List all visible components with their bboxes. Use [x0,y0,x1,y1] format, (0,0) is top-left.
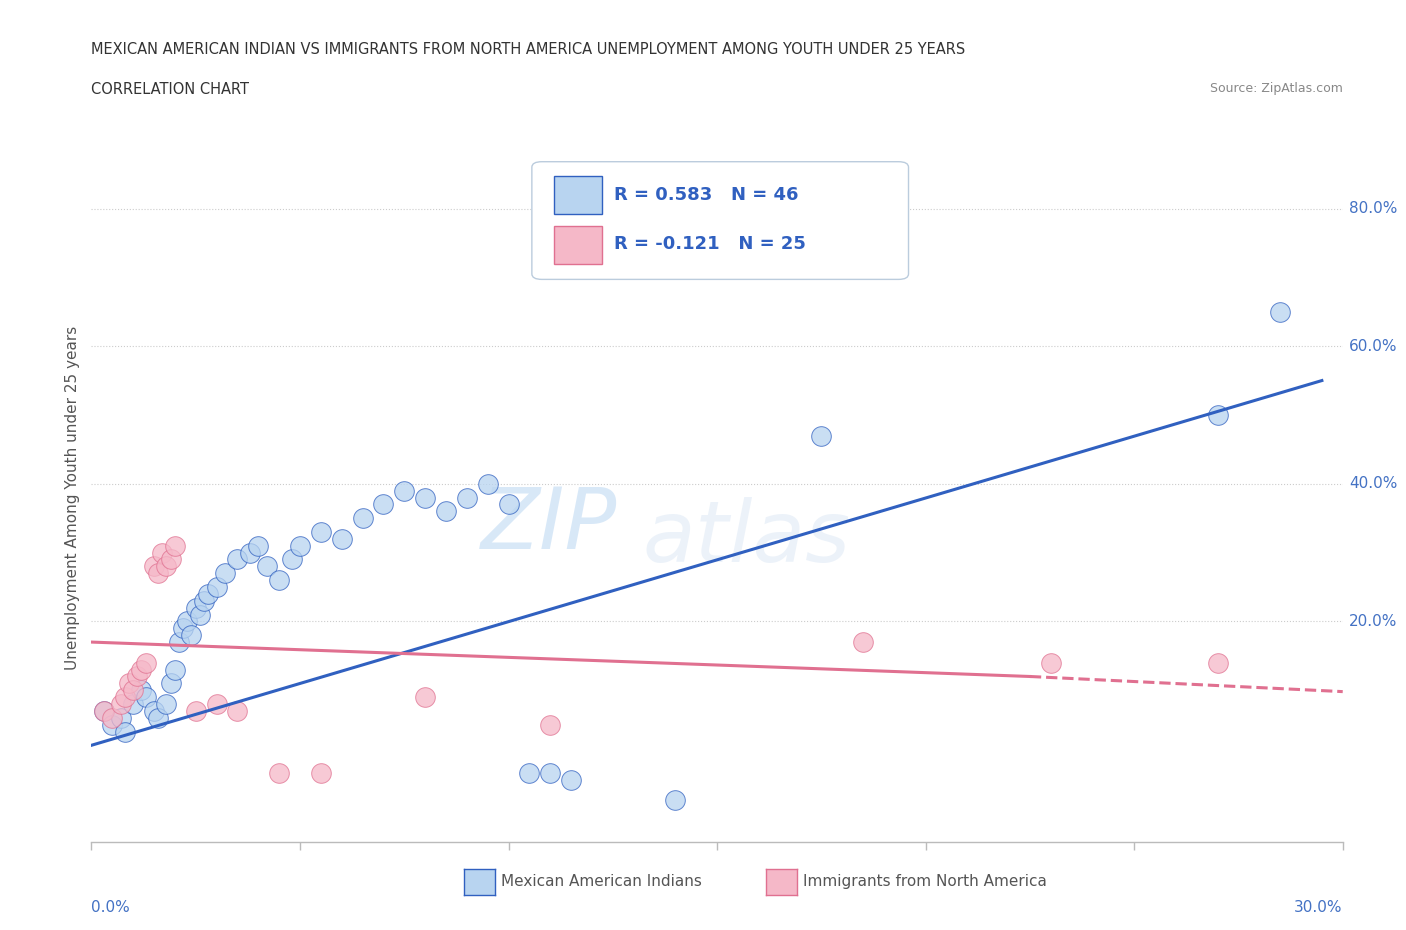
Point [114,690,136,705]
Point [197,587,219,602]
Point [664,793,686,808]
Text: Immigrants from North America: Immigrants from North America [803,874,1046,889]
Point [118,676,141,691]
Point [519,765,541,780]
Point [184,703,207,718]
Point [560,772,582,787]
Point [226,552,249,567]
Text: CORRELATION CHART: CORRELATION CHART [91,82,249,97]
Point [538,717,561,732]
Point [214,565,236,580]
Point [852,634,875,649]
Point [188,607,211,622]
Point [159,552,181,567]
Text: ZIP: ZIP [481,484,617,566]
Point [1270,304,1292,319]
Y-axis label: Unemployment Among Youth under 25 years: Unemployment Among Youth under 25 years [65,326,80,670]
Point [267,765,291,780]
Text: R = -0.121   N = 25: R = -0.121 N = 25 [614,235,806,253]
Text: 80.0%: 80.0% [1348,201,1398,216]
Point [143,559,166,574]
Point [135,656,157,671]
Point [101,711,124,725]
Point [1206,656,1229,671]
Point [167,634,190,649]
Point [114,724,136,739]
Point [256,559,278,574]
Point [93,703,115,718]
Point [163,662,186,677]
Point [110,697,132,711]
Point [172,621,194,636]
FancyBboxPatch shape [531,162,908,279]
Text: 60.0%: 60.0% [1348,339,1398,353]
Point [131,683,153,698]
Point [288,538,311,553]
Point [122,697,145,711]
Point [413,690,436,705]
Text: 20.0%: 20.0% [1348,614,1398,629]
Point [150,545,173,560]
Bar [554,176,602,214]
Text: Source: ZipAtlas.com: Source: ZipAtlas.com [1209,82,1343,95]
Text: 30.0%: 30.0% [1295,900,1343,915]
Text: R = 0.583   N = 46: R = 0.583 N = 46 [614,186,799,204]
Text: MEXICAN AMERICAN INDIAN VS IMMIGRANTS FROM NORTH AMERICA UNEMPLOYMENT AMONG YOUT: MEXICAN AMERICAN INDIAN VS IMMIGRANTS FR… [91,42,966,57]
Text: atlas: atlas [643,498,851,580]
Point [122,683,145,698]
Point [155,697,177,711]
Point [309,765,332,780]
Point [155,559,177,574]
Point [184,600,207,615]
Point [146,711,169,725]
Point [163,538,186,553]
Point [247,538,270,553]
Text: 40.0%: 40.0% [1348,476,1398,491]
Point [239,545,262,560]
Point [146,565,169,580]
Point [280,552,302,567]
Point [498,497,520,512]
Text: 0.0%: 0.0% [91,900,131,915]
Point [392,484,416,498]
Point [267,573,291,588]
Point [434,504,457,519]
Point [180,628,202,643]
Point [205,697,228,711]
Point [205,579,228,594]
Point [127,669,149,684]
Point [456,490,478,505]
Point [93,703,115,718]
Point [1206,407,1229,422]
Point [110,711,132,725]
Point [1039,656,1062,671]
Point [101,717,124,732]
Point [352,511,374,525]
Point [193,593,215,608]
Point [330,531,353,546]
Point [309,525,332,539]
Point [135,690,157,705]
Point [810,428,832,443]
Point [159,676,181,691]
Point [477,476,499,491]
Bar [554,226,602,263]
Point [226,703,249,718]
Point [413,490,436,505]
Point [373,497,395,512]
Point [143,703,166,718]
Text: Mexican American Indians: Mexican American Indians [501,874,702,889]
Point [538,765,561,780]
Point [176,614,198,629]
Point [131,662,153,677]
